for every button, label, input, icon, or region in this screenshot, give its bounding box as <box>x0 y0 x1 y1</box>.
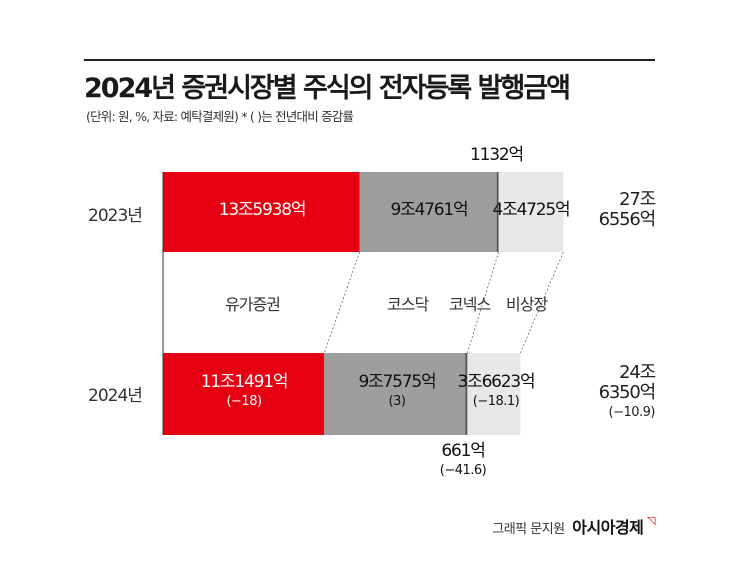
category-kosdaq: 코스닥 <box>387 295 429 314</box>
total-2023: 27조 6556억 <box>598 189 657 230</box>
value: 661억 <box>441 441 486 461</box>
credit-text: 그래픽 문지원 <box>492 522 565 537</box>
value: 3조6623억 <box>457 372 536 392</box>
label-2023-unlisted: 4조4725억 <box>492 200 571 220</box>
bar-2023년-코넥스 <box>496 172 499 252</box>
brand-mark-icon: ◹ <box>647 514 655 527</box>
total-2023-line2: 6556억 <box>598 209 657 230</box>
value: 11조1491억 <box>200 372 289 392</box>
label-2024-kospi: 11조1491억 (−18) <box>163 373 325 411</box>
bar-2024년-유가증권 <box>163 353 325 435</box>
category-unlisted: 비상장 <box>506 295 548 314</box>
total-2024-change: (−10.9) <box>608 405 656 420</box>
change: (−41.6) <box>439 463 487 478</box>
change: (−18.1) <box>472 394 520 409</box>
bar-2023년-코스닥 <box>359 172 497 252</box>
bar-2023년-비상장 <box>498 172 564 252</box>
year-label-2024: 2024년 <box>88 386 143 406</box>
label-2024-unlisted: 3조6623억 (−18.1) <box>446 373 546 411</box>
label-2024-kosdaq: 9조7575억 (3) <box>342 373 452 411</box>
total-2023-line1: 27조 <box>619 189 656 210</box>
total-2024-line1: 24조 <box>619 362 656 383</box>
change: (3) <box>388 394 406 409</box>
bar-2023년-유가증권 <box>163 172 360 252</box>
value: 9조7575억 <box>358 372 437 392</box>
total-2024-line2: 6350억 <box>598 382 657 403</box>
label-2024-konex: 661억 (−41.6) <box>428 442 498 480</box>
chart-title: 2024년 증권시장별 주식의 전자등록 발행금액 <box>84 73 571 104</box>
bar-2024년-코스닥 <box>324 353 466 435</box>
label-2023-konex: 1132억 <box>470 145 524 165</box>
category-kospi: 유가증권 <box>225 295 281 314</box>
chart-subtitle: (단위: 원, %, 자료: 예탁결제원) * ( )는 전년대비 증감률 <box>86 109 354 124</box>
connector-line <box>467 251 500 354</box>
bar-2024년-코넥스 <box>465 353 468 435</box>
label-2023-kosdaq: 9조4761억 <box>390 200 469 220</box>
credit: 그래픽 문지원 아시아경제 ◹ <box>492 514 655 538</box>
category-konex: 코넥스 <box>449 295 491 314</box>
label-2023-kospi: 13조5938억 <box>218 200 307 220</box>
total-2024: 24조 6350억 (−10.9) <box>598 362 657 423</box>
year-label-2023: 2023년 <box>88 206 143 226</box>
brand-logo: 아시아경제 <box>572 518 644 537</box>
connector-line <box>323 251 360 354</box>
change: (−18) <box>226 394 262 409</box>
bar-2024년-비상장 <box>467 353 521 435</box>
top-rule <box>84 59 655 61</box>
